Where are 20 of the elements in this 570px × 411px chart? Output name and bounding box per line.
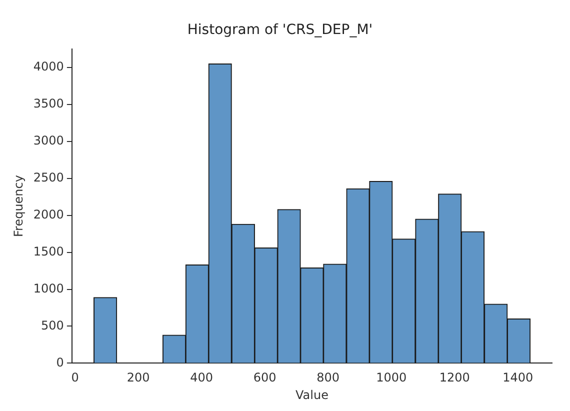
x-tick-label: 600 — [253, 370, 276, 385]
x-tick-label: 400 — [190, 370, 214, 385]
y-tick-label: 3000 — [33, 134, 64, 148]
y-tick-label: 0 — [56, 355, 64, 370]
x-tick-label: 200 — [126, 370, 150, 385]
x-tick-label: 1000 — [376, 370, 407, 385]
chart-title: Histogram of 'CRS_DEP_M' — [187, 22, 373, 38]
y-tick-label: 4000 — [33, 60, 64, 74]
x-tick-label: 1200 — [439, 370, 470, 385]
x-axis-title: Value — [295, 388, 328, 402]
x-tick-label: 0 — [71, 370, 79, 385]
y-tick-label: 1000 — [33, 281, 64, 296]
y-axis-title: Frequency — [11, 175, 26, 237]
y-tick-label: 2000 — [33, 207, 64, 222]
x-tick-label: 800 — [316, 370, 340, 385]
y-tick-label: 500 — [41, 318, 64, 332]
y-tick-label: 1500 — [33, 244, 64, 258]
x-tick-label: 1400 — [502, 370, 534, 385]
y-tick-label: 2500 — [33, 170, 64, 185]
y-tick-label: 3500 — [33, 96, 64, 111]
